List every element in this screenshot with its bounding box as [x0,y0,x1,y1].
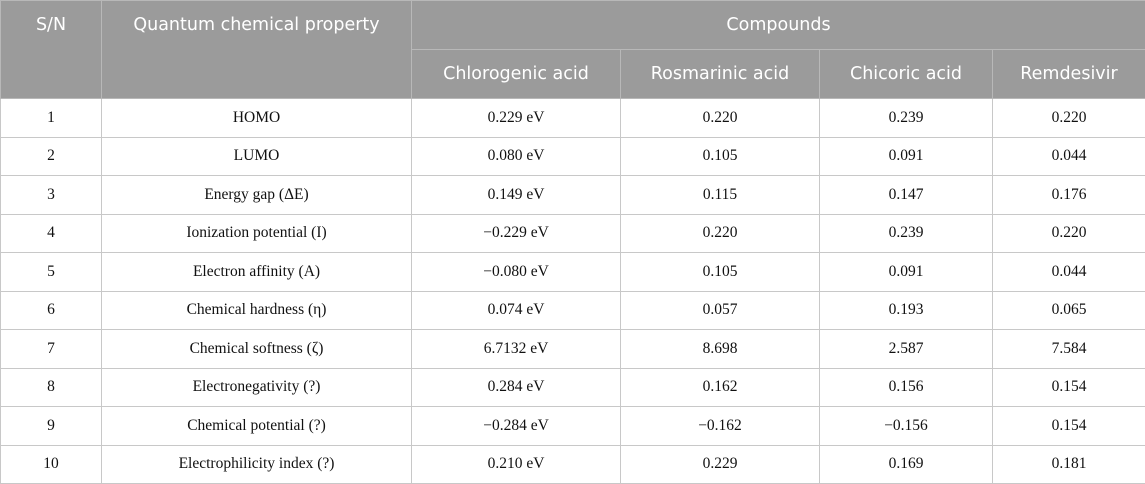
cell-property: Electronegativity (?) [102,368,412,407]
cell-property: Chemical softness (ζ) [102,330,412,369]
cell-sn: 2 [1,137,102,176]
header-compound-chlorogenic: Chlorogenic acid [412,50,621,99]
table-header: S/N Quantum chemical property Compounds … [1,1,1145,99]
cell-property: Chemical hardness (η) [102,291,412,330]
cell-value: 0.181 [993,445,1145,484]
cell-value: 0.239 [820,99,993,138]
cell-value: −0.284 eV [412,407,621,446]
cell-value: 0.229 [621,445,820,484]
cell-value: 0.044 [993,137,1145,176]
cell-value: 0.091 [820,137,993,176]
header-compound-remdesivir: Remdesivir [993,50,1145,99]
cell-sn: 4 [1,214,102,253]
cell-value: 0.080 eV [412,137,621,176]
table-row: 5 Electron affinity (A) −0.080 eV 0.105 … [1,253,1145,292]
cell-property: Electron affinity (A) [102,253,412,292]
cell-value: 2.587 [820,330,993,369]
cell-sn: 9 [1,407,102,446]
cell-value: 0.044 [993,253,1145,292]
cell-sn: 5 [1,253,102,292]
cell-value: 0.220 [621,214,820,253]
cell-sn: 8 [1,368,102,407]
cell-value: 0.162 [621,368,820,407]
cell-property: LUMO [102,137,412,176]
cell-value: −0.229 eV [412,214,621,253]
table-row: 8 Electronegativity (?) 0.284 eV 0.162 0… [1,368,1145,407]
table-body: 1 HOMO 0.229 eV 0.220 0.239 0.220 2 LUMO… [1,99,1145,484]
cell-sn: 7 [1,330,102,369]
cell-value: 0.284 eV [412,368,621,407]
cell-property: Chemical potential (?) [102,407,412,446]
cell-value: 6.7132 eV [412,330,621,369]
cell-value: 0.210 eV [412,445,621,484]
cell-sn: 10 [1,445,102,484]
header-property: Quantum chemical property [102,1,412,99]
cell-value: 0.220 [993,99,1145,138]
cell-value: 0.105 [621,137,820,176]
cell-value: 0.154 [993,407,1145,446]
table-row: 9 Chemical potential (?) −0.284 eV −0.16… [1,407,1145,446]
cell-value: −0.156 [820,407,993,446]
table-row: 2 LUMO 0.080 eV 0.105 0.091 0.044 [1,137,1145,176]
cell-value: 0.220 [993,214,1145,253]
cell-value: 0.149 eV [412,176,621,215]
table-row: 6 Chemical hardness (η) 0.074 eV 0.057 0… [1,291,1145,330]
cell-value: 0.154 [993,368,1145,407]
cell-value: 0.156 [820,368,993,407]
cell-sn: 6 [1,291,102,330]
cell-value: 0.105 [621,253,820,292]
table-row: 1 HOMO 0.229 eV 0.220 0.239 0.220 [1,99,1145,138]
header-sn: S/N [1,1,102,99]
cell-value: 0.057 [621,291,820,330]
cell-value: 7.584 [993,330,1145,369]
cell-value: 0.193 [820,291,993,330]
cell-value: 0.074 eV [412,291,621,330]
header-compound-chicoric: Chicoric acid [820,50,993,99]
table-row: 4 Ionization potential (I) −0.229 eV 0.2… [1,214,1145,253]
table-row: 10 Electrophilicity index (?) 0.210 eV 0… [1,445,1145,484]
table-row: 3 Energy gap (ΔE) 0.149 eV 0.115 0.147 0… [1,176,1145,215]
cell-property: Ionization potential (I) [102,214,412,253]
cell-value: 0.065 [993,291,1145,330]
cell-value: 8.698 [621,330,820,369]
cell-sn: 3 [1,176,102,215]
cell-value: 0.169 [820,445,993,484]
cell-sn: 1 [1,99,102,138]
cell-value: 0.229 eV [412,99,621,138]
cell-property: Energy gap (ΔE) [102,176,412,215]
cell-value: 0.239 [820,214,993,253]
cell-value: 0.176 [993,176,1145,215]
cell-value: −0.162 [621,407,820,446]
cell-property: HOMO [102,99,412,138]
cell-value: 0.091 [820,253,993,292]
cell-value: 0.220 [621,99,820,138]
cell-value: −0.080 eV [412,253,621,292]
table-row: 7 Chemical softness (ζ) 6.7132 eV 8.698 … [1,330,1145,369]
header-compound-rosmarinic: Rosmarinic acid [621,50,820,99]
cell-value: 0.147 [820,176,993,215]
header-compounds: Compounds [412,1,1145,50]
cell-property: Electrophilicity index (?) [102,445,412,484]
cell-value: 0.115 [621,176,820,215]
